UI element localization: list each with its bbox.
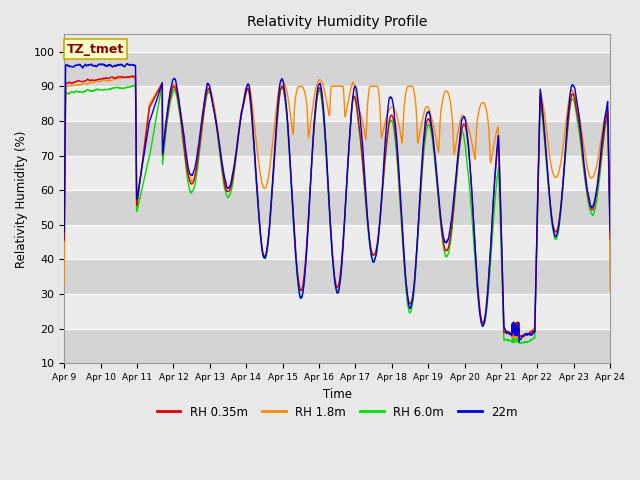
- Bar: [64, 190, 610, 225]
- Y-axis label: Relativity Humidity (%): Relativity Humidity (%): [15, 130, 28, 267]
- Bar: [64, 329, 610, 363]
- Bar: [64, 225, 610, 260]
- Bar: [64, 86, 610, 121]
- Title: Relativity Humidity Profile: Relativity Humidity Profile: [247, 15, 428, 29]
- Bar: [64, 156, 610, 190]
- Bar: [64, 52, 610, 86]
- Text: TZ_tmet: TZ_tmet: [67, 43, 124, 56]
- Bar: [64, 260, 610, 294]
- Bar: [64, 294, 610, 329]
- Legend: RH 0.35m, RH 1.8m, RH 6.0m, 22m: RH 0.35m, RH 1.8m, RH 6.0m, 22m: [152, 401, 522, 423]
- X-axis label: Time: Time: [323, 388, 352, 401]
- Bar: [64, 121, 610, 156]
